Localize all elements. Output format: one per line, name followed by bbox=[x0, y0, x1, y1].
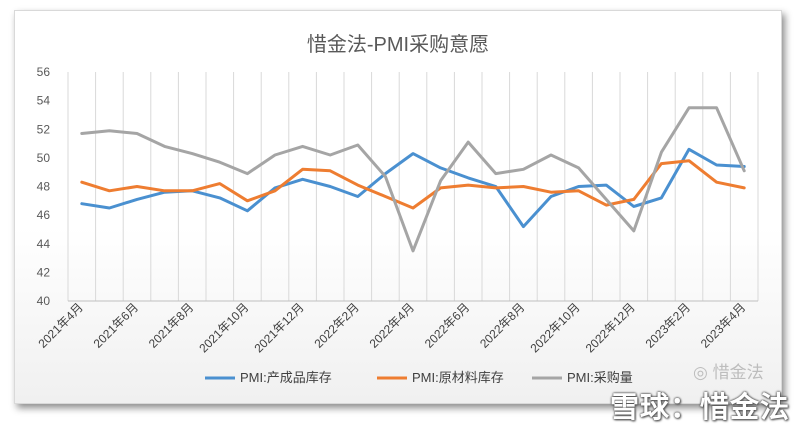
x-tick-label: 2023年4月 bbox=[698, 300, 748, 350]
wechat-icon: ◎ bbox=[693, 363, 708, 382]
legend: PMI:产成品库存 PMI:原材料库存 PMI:采购量 bbox=[205, 370, 633, 385]
y-tick-label: 46 bbox=[37, 208, 51, 222]
x-tick-label: 2023年2月 bbox=[643, 300, 693, 350]
y-tick-label: 44 bbox=[37, 237, 51, 251]
y-tick-label: 40 bbox=[37, 294, 51, 308]
x-tick-label: 2022年12月 bbox=[583, 300, 638, 355]
x-tick-label: 2021年10月 bbox=[196, 300, 251, 355]
x-tick-label: 2021年6月 bbox=[91, 300, 141, 350]
xueqiu-watermark: 雪球：惜金法 bbox=[610, 392, 791, 424]
series-line-2 bbox=[80, 159, 746, 210]
y-tick-label: 42 bbox=[37, 265, 51, 279]
wechat-watermark: ◎ 惜金法 bbox=[693, 358, 764, 383]
gridlines bbox=[67, 72, 759, 301]
legend-label: PMI:产成品库存 bbox=[240, 370, 332, 385]
x-tick-label: 2022年6月 bbox=[422, 300, 472, 350]
legend-label: PMI:采购量 bbox=[567, 370, 633, 385]
y-tick-label: 50 bbox=[37, 151, 51, 165]
y-tick-label: 48 bbox=[37, 180, 51, 194]
y-tick-label: 54 bbox=[37, 94, 51, 108]
y-tick-label: 52 bbox=[37, 122, 51, 136]
x-tick-label: 2022年4月 bbox=[367, 300, 417, 350]
y-tick-label: 56 bbox=[37, 65, 51, 79]
x-tick-label: 2021年12月 bbox=[252, 300, 307, 355]
chart-title: 惜金法-PMI采购意愿 bbox=[307, 33, 489, 56]
x-tick-label: 2022年10月 bbox=[528, 300, 583, 355]
x-tick-label: 2021年8月 bbox=[146, 300, 196, 350]
wechat-watermark-text: 惜金法 bbox=[712, 363, 764, 382]
series-line-3 bbox=[80, 106, 746, 253]
x-tick-label: 2022年2月 bbox=[311, 300, 361, 350]
chart-card: 40 42 44 46 48 50 52 54 56 2021年4月 2021年6月 2021年8月 2… bbox=[14, 10, 782, 404]
series-lines bbox=[80, 106, 746, 253]
series-line-1 bbox=[80, 147, 746, 229]
legend-label: PMI:原材料库存 bbox=[412, 370, 504, 385]
x-tick-label: 2022年8月 bbox=[477, 300, 527, 350]
